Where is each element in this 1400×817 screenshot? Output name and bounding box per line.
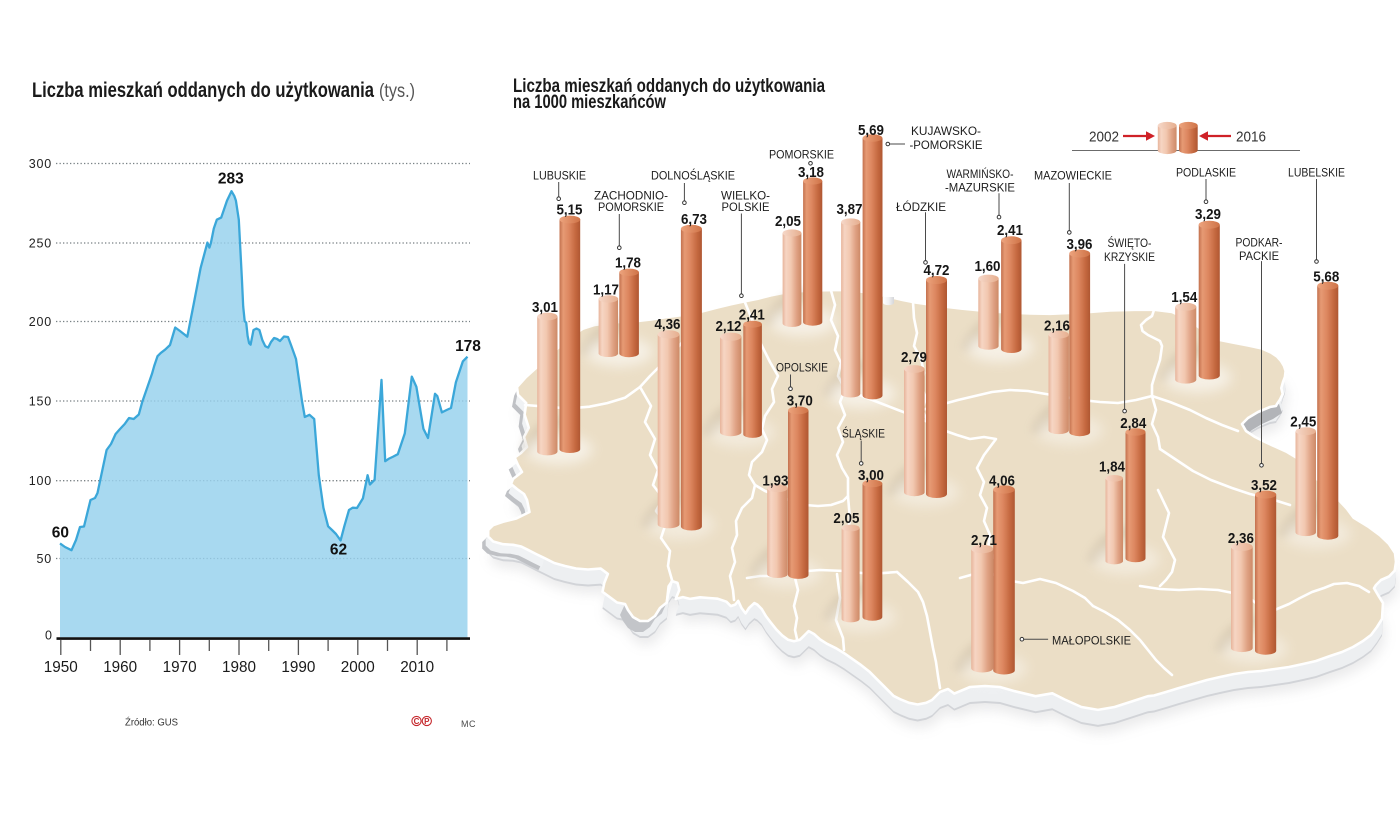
svg-text:(tys.): (tys.) <box>379 81 415 102</box>
svg-text:DOLNOŚLĄSKIE: DOLNOŚLĄSKIE <box>651 168 735 183</box>
svg-text:1970: 1970 <box>163 659 197 676</box>
svg-text:2010: 2010 <box>400 659 434 676</box>
svg-text:5,68: 5,68 <box>1313 270 1339 286</box>
svg-text:1,60: 1,60 <box>975 259 1001 275</box>
svg-text:ZACHODNIO-: ZACHODNIO- <box>594 189 668 203</box>
svg-text:OPOLSKIE: OPOLSKIE <box>776 361 828 375</box>
svg-text:KUJAWSKO-: KUJAWSKO- <box>911 124 981 138</box>
svg-text:5,15: 5,15 <box>557 203 583 219</box>
svg-text:3,87: 3,87 <box>837 202 863 218</box>
svg-text:300: 300 <box>29 157 52 171</box>
svg-text:178: 178 <box>455 338 481 355</box>
svg-text:1980: 1980 <box>222 659 256 676</box>
svg-text:C: C <box>414 717 420 726</box>
svg-text:MAŁOPOLSKIE: MAŁOPOLSKIE <box>1052 634 1131 648</box>
svg-text:250: 250 <box>29 237 52 251</box>
svg-text:WIELKO-: WIELKO- <box>721 189 770 203</box>
svg-text:P: P <box>424 717 430 726</box>
svg-text:POMORSKIE: POMORSKIE <box>598 200 664 214</box>
svg-text:ŚLĄSKIE: ŚLĄSKIE <box>842 426 885 441</box>
svg-text:3,29: 3,29 <box>1195 207 1221 223</box>
svg-text:2,36: 2,36 <box>1228 531 1254 547</box>
svg-text:2,16: 2,16 <box>1044 318 1070 334</box>
svg-text:150: 150 <box>29 395 52 409</box>
svg-text:Liczba mieszkań oddanych do uż: Liczba mieszkań oddanych do użytkowania <box>513 76 825 97</box>
svg-text:4,72: 4,72 <box>924 263 950 279</box>
svg-text:Liczba mieszkań oddanych do uż: Liczba mieszkań oddanych do użytkowania <box>32 79 374 102</box>
svg-text:200: 200 <box>29 315 52 329</box>
svg-text:2002: 2002 <box>1089 129 1119 146</box>
svg-text:6,73: 6,73 <box>681 212 707 228</box>
svg-text:3,96: 3,96 <box>1067 237 1093 253</box>
svg-text:na 1000 mieszkańców: na 1000 mieszkańców <box>513 92 666 113</box>
svg-text:Źródło: GUS: Źródło: GUS <box>125 716 178 729</box>
svg-text:1,17: 1,17 <box>593 283 619 299</box>
svg-text:1990: 1990 <box>281 659 315 676</box>
svg-text:5,69: 5,69 <box>858 123 884 139</box>
svg-text:PODKAR-: PODKAR- <box>1236 236 1283 250</box>
svg-text:1,93: 1,93 <box>762 474 788 490</box>
svg-text:1,78: 1,78 <box>615 256 641 272</box>
svg-text:2000: 2000 <box>341 659 375 676</box>
svg-text:KRZYSKIE: KRZYSKIE <box>1104 250 1155 264</box>
svg-text:1,84: 1,84 <box>1099 460 1125 476</box>
svg-text:3,01: 3,01 <box>532 300 558 316</box>
svg-text:1960: 1960 <box>103 659 137 676</box>
svg-text:283: 283 <box>218 171 244 188</box>
svg-text:60: 60 <box>52 525 69 542</box>
svg-text:2,84: 2,84 <box>1120 416 1146 432</box>
svg-text:3,18: 3,18 <box>798 165 824 181</box>
svg-text:2,41: 2,41 <box>739 308 765 324</box>
svg-text:POLSKIE: POLSKIE <box>722 200 770 214</box>
svg-text:4,06: 4,06 <box>989 473 1015 489</box>
svg-text:2,45: 2,45 <box>1290 415 1316 431</box>
svg-text:0: 0 <box>45 628 52 642</box>
svg-text:WARMIŃSKO-: WARMIŃSKO- <box>947 166 1014 181</box>
svg-text:2,05: 2,05 <box>833 511 859 527</box>
svg-text:PACKIE: PACKIE <box>1239 249 1279 263</box>
svg-text:PODLASKIE: PODLASKIE <box>1176 166 1236 180</box>
svg-text:2,12: 2,12 <box>716 319 742 335</box>
svg-text:ŁÓDZKIE: ŁÓDZKIE <box>896 199 946 214</box>
svg-text:MAZOWIECKIE: MAZOWIECKIE <box>1034 169 1112 183</box>
svg-text:4,36: 4,36 <box>655 317 681 333</box>
svg-text:3,00: 3,00 <box>858 468 884 484</box>
svg-text:-MAZURSKIE: -MAZURSKIE <box>945 181 1015 195</box>
svg-text:ŚWIĘTO-: ŚWIĘTO- <box>1108 235 1152 250</box>
svg-text:3,52: 3,52 <box>1251 478 1277 494</box>
svg-text:-POMORSKIE: -POMORSKIE <box>910 138 983 152</box>
svg-text:2,41: 2,41 <box>997 223 1023 239</box>
svg-text:50: 50 <box>36 552 52 566</box>
svg-text:LUBUSKIE: LUBUSKIE <box>533 169 586 183</box>
svg-text:1950: 1950 <box>44 659 78 676</box>
svg-text:62: 62 <box>330 542 347 559</box>
svg-text:MC: MC <box>461 719 476 729</box>
svg-text:1,54: 1,54 <box>1171 290 1197 306</box>
svg-text:2,05: 2,05 <box>775 214 801 230</box>
svg-text:2016: 2016 <box>1236 129 1266 146</box>
svg-text:POMORSKIE: POMORSKIE <box>769 148 834 162</box>
svg-text:LUBELSKIE: LUBELSKIE <box>1288 166 1345 180</box>
svg-text:100: 100 <box>29 474 52 488</box>
svg-text:2,79: 2,79 <box>901 350 927 366</box>
svg-text:2,71: 2,71 <box>971 533 997 549</box>
svg-text:3,70: 3,70 <box>787 394 813 410</box>
